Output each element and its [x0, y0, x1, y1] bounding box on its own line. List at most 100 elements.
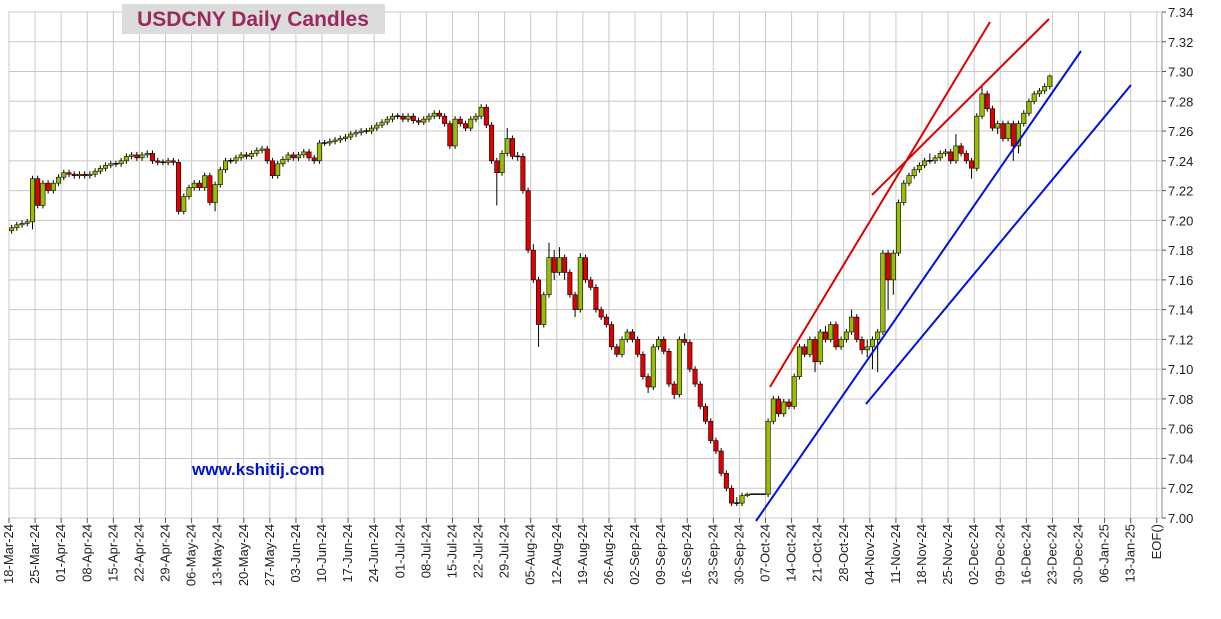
- candle-body: [791, 376, 797, 407]
- candle-body: [134, 154, 140, 159]
- candle-body: [603, 316, 609, 325]
- candle-body: [635, 339, 641, 355]
- candle-body: [812, 339, 818, 363]
- candle-body: [202, 175, 208, 188]
- candle-body: [29, 178, 35, 223]
- candle-body: [374, 124, 380, 129]
- candle-body: [974, 115, 980, 169]
- candle-body: [1047, 75, 1053, 87]
- candle-body: [384, 118, 390, 123]
- candle-body: [316, 142, 322, 162]
- candle-body: [108, 163, 114, 166]
- candle-body: [859, 339, 865, 351]
- candle-body: [656, 339, 662, 348]
- candle-body: [833, 324, 839, 348]
- candle-body: [911, 169, 917, 177]
- candle-body: [958, 145, 964, 154]
- x-tick-label: 30-Sep-24: [731, 524, 746, 585]
- candle-body: [1000, 123, 1006, 139]
- x-tick-label: 11-Nov-24: [888, 524, 903, 584]
- candle-body: [901, 182, 907, 203]
- candle-body: [995, 123, 1001, 129]
- candle-body: [123, 156, 129, 162]
- candle-body: [129, 154, 135, 157]
- x-tick-label: 06-Jan-25: [1097, 524, 1112, 583]
- candle-body: [405, 115, 411, 120]
- chart-title: USDCNY Daily Candles: [137, 8, 369, 31]
- x-tick-label: 25-Mar-24: [27, 524, 42, 584]
- candle-body: [259, 148, 265, 151]
- candle-body: [708, 420, 714, 441]
- candle-body: [645, 376, 651, 388]
- candle-body: [843, 331, 849, 340]
- candle-body: [671, 383, 677, 395]
- x-tick-label: 29-Jul-24: [497, 524, 512, 578]
- candle-body: [144, 153, 150, 156]
- candle-body: [87, 173, 93, 177]
- candle-body: [176, 162, 182, 212]
- candle-body: [969, 160, 975, 169]
- candle-body: [890, 252, 896, 281]
- grid: [8, 11, 1166, 523]
- candle-body: [786, 401, 792, 407]
- candle-body: [556, 257, 562, 273]
- candle-body: [348, 133, 354, 138]
- candle-body: [97, 167, 103, 172]
- candle-body: [916, 164, 922, 171]
- candle-body: [155, 160, 161, 163]
- y-tick-label: 7.16: [1168, 273, 1193, 288]
- y-tick-label: 7.26: [1168, 124, 1193, 139]
- x-tick-label: 02-Sep-24: [627, 524, 642, 585]
- x-tick-label: 08-Jul-24: [418, 524, 433, 578]
- title-background: [122, 4, 385, 34]
- candle-body: [489, 124, 495, 162]
- candle-body: [196, 182, 202, 188]
- candle-body: [614, 346, 620, 355]
- candle-body: [468, 118, 474, 129]
- candle-body: [457, 118, 463, 124]
- x-tick-label: 01-Apr-24: [53, 524, 68, 582]
- y-tick-label: 7.08: [1168, 392, 1193, 407]
- x-tick-label: 16-Sep-24: [679, 524, 694, 585]
- candle-body: [416, 120, 422, 123]
- candle-body: [92, 170, 98, 175]
- candle-body: [713, 440, 719, 452]
- candle-body: [1021, 112, 1027, 124]
- candle-body: [619, 339, 625, 355]
- trend-line: [871, 18, 1050, 196]
- candle-body: [61, 172, 67, 178]
- candle-body: [343, 136, 349, 139]
- candle-body: [640, 353, 646, 377]
- candle-body: [676, 339, 682, 395]
- candle-body: [223, 160, 229, 171]
- trend-lines: [755, 18, 1132, 522]
- candle-body: [296, 154, 302, 159]
- candle-body: [254, 150, 260, 154]
- candle-body: [332, 139, 338, 142]
- trend-line: [769, 21, 991, 388]
- candle-body: [906, 175, 912, 184]
- y-tick-label: 7.24: [1168, 154, 1193, 169]
- candle-body: [170, 160, 176, 163]
- y-tick-label: 7.34: [1168, 5, 1193, 20]
- candle-body: [854, 316, 860, 340]
- candle-body: [358, 130, 364, 133]
- candle-body: [572, 294, 578, 310]
- y-tick-label: 7.14: [1168, 303, 1193, 318]
- candle-body: [979, 93, 985, 117]
- candle-body: [50, 182, 56, 191]
- x-tick-label: 14-Oct-24: [784, 524, 799, 582]
- trend-line: [755, 50, 1082, 522]
- candle-body: [880, 252, 886, 333]
- y-tick-label: 7.02: [1168, 481, 1193, 496]
- x-tick-label: 02-Dec-24: [966, 524, 981, 585]
- candle-body: [770, 398, 776, 422]
- y-tick-label: 7.04: [1168, 451, 1193, 466]
- x-tick-label: 30-Dec-24: [1071, 524, 1086, 585]
- candle-body: [442, 115, 448, 124]
- candle-body: [948, 151, 954, 162]
- candle-body: [551, 257, 557, 273]
- x-tick-label: 26-Aug-24: [601, 524, 616, 585]
